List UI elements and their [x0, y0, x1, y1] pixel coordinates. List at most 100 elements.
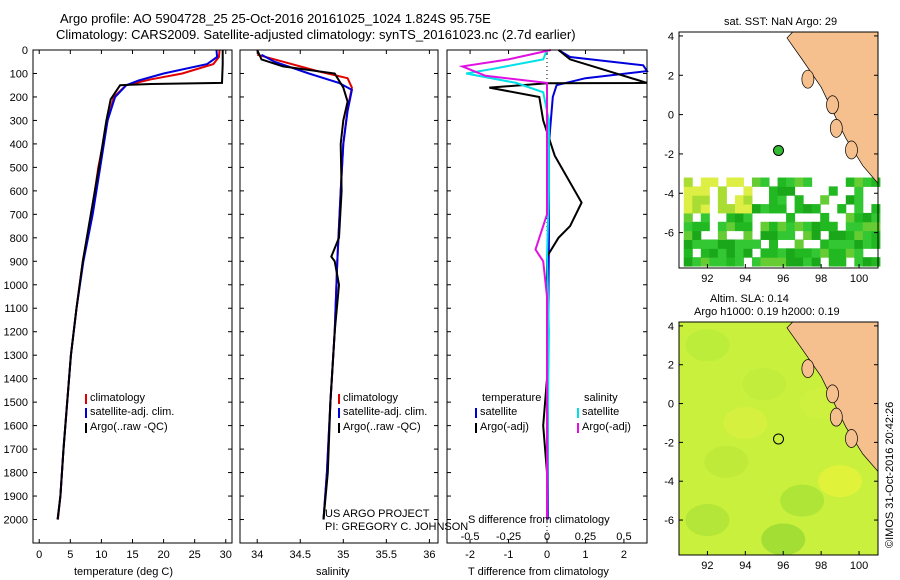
legend-diff-s-satellite: satellite: [582, 406, 620, 418]
sst-pixel: [692, 204, 702, 214]
sla-blob: [742, 368, 787, 401]
sst-island: [826, 95, 839, 115]
sst-pixel: [854, 177, 864, 187]
sst-pixel: [717, 248, 727, 258]
difference-top-tick-label: 0.5: [616, 531, 631, 543]
sst-pixel: [828, 248, 838, 258]
sst-pixel: [845, 248, 855, 258]
sst-pixel: [683, 248, 693, 258]
sst-pixel: [734, 177, 744, 187]
sst-pixel: [854, 195, 864, 205]
depth-tick-label: 1600: [4, 421, 28, 433]
difference-x-tick-label: 0: [544, 549, 550, 561]
sst-y-tick-label: 0: [668, 110, 674, 122]
sst-x-tick-label: 96: [777, 273, 789, 285]
sst-pixel: [786, 212, 796, 223]
sst-pixel: [700, 221, 710, 232]
sst-pixel: [692, 186, 702, 196]
sst-pixel: [726, 177, 736, 187]
depth-tick-label: 700: [10, 209, 28, 221]
sst-pixel: [871, 204, 881, 214]
sst-pixel: [803, 204, 813, 214]
sst-pixel: [854, 230, 864, 240]
sla-island: [801, 359, 815, 378]
sst-pixel: [794, 204, 804, 214]
sst-pixel: [760, 177, 770, 187]
sst-pixel: [683, 230, 693, 240]
sst-pixel: [871, 230, 881, 240]
difference-x-tick-label: 1: [582, 549, 588, 561]
temperature-x-tick-label: 10: [95, 549, 107, 561]
sla-y-tick-label: 0: [668, 399, 674, 411]
sst-frame: [678, 31, 879, 269]
difference-series-3: [458, 49, 552, 520]
sst-pixel: [726, 204, 736, 214]
sst-pixel: [837, 230, 847, 240]
sst-pixel: [845, 212, 855, 223]
sst-pixel: [692, 230, 702, 240]
sst-pixel: [828, 257, 838, 267]
sst-pixel: [734, 257, 744, 267]
sst-pixel: [734, 239, 744, 249]
sst-pixel: [837, 257, 847, 267]
sla-y-tick-label: -6: [664, 515, 674, 527]
sst-pixel: [717, 221, 727, 232]
sla-y-tick-label: -2: [664, 437, 674, 449]
sst-pixel: [854, 186, 864, 196]
depth-tick-label: 1800: [4, 468, 28, 480]
sst-y-tick-label: -2: [664, 149, 674, 161]
sst-pixel: [726, 239, 736, 249]
sst-pixel: [777, 186, 787, 196]
sla-x-tick-label: 100: [850, 560, 868, 572]
sst-x-tick-label: 98: [815, 273, 827, 285]
legend-temp-satellite: satellite-adj. clim.: [90, 406, 175, 418]
sst-pixel: [845, 221, 855, 232]
sst-island: [801, 69, 815, 89]
sla-x-tick-label: 96: [777, 560, 789, 572]
salinity-x-tick-label: 34.5: [290, 549, 311, 561]
sla-blob: [780, 484, 825, 517]
sst-pixel: [751, 177, 761, 187]
sla-argo-point: [773, 433, 784, 445]
sst-pixel: [760, 248, 770, 258]
temperature-frame: [32, 49, 233, 544]
sst-pixel: [862, 221, 872, 232]
sst-pixel: [854, 257, 864, 267]
sst-pixel: [683, 239, 693, 249]
sst-pixel: [743, 186, 753, 196]
sst-pixel: [760, 221, 770, 232]
sst-pixel: [786, 257, 796, 267]
sst-pixel: [692, 195, 702, 205]
temperature-panel: 0 5 10 15 20 25 30: [32, 49, 233, 561]
sst-pixel: [683, 204, 693, 214]
sst-pixel: [751, 239, 761, 249]
sst-pixel: [743, 230, 753, 240]
temperature-xlabel: temperature (deg C): [74, 566, 174, 578]
sst-pixel: [769, 257, 779, 267]
depth-tick-label: 1300: [4, 350, 28, 362]
sst-pixel: [760, 204, 770, 214]
difference-top-tick-label: -0.25: [496, 531, 521, 543]
sst-pixel: [845, 177, 855, 187]
legend-diff-t-argo: Argo(-adj): [480, 421, 529, 433]
sst-pixel: [820, 195, 830, 205]
legend-diff-s-argo: Argo(-adj): [582, 421, 631, 433]
sla-blob: [685, 504, 730, 537]
sst-pixel: [862, 177, 872, 187]
sst-pixel: [803, 221, 813, 232]
depth-tick-label: 1400: [4, 374, 28, 386]
sst-pixel: [794, 257, 804, 267]
sla-frame: [678, 321, 879, 556]
depth-tick-label: 900: [10, 256, 28, 268]
temperature-series-0: [56, 49, 221, 520]
difference-series-1: [489, 49, 648, 520]
sst-pixel: [760, 230, 770, 240]
sst-pixel: [717, 186, 727, 196]
sla-blob: [723, 406, 768, 439]
sst-pixel: [734, 248, 744, 258]
salinity-series-2: [256, 49, 349, 520]
sst-pixel: [769, 248, 779, 258]
depth-tick-label: 800: [10, 233, 28, 245]
sst-pixel: [862, 230, 872, 240]
